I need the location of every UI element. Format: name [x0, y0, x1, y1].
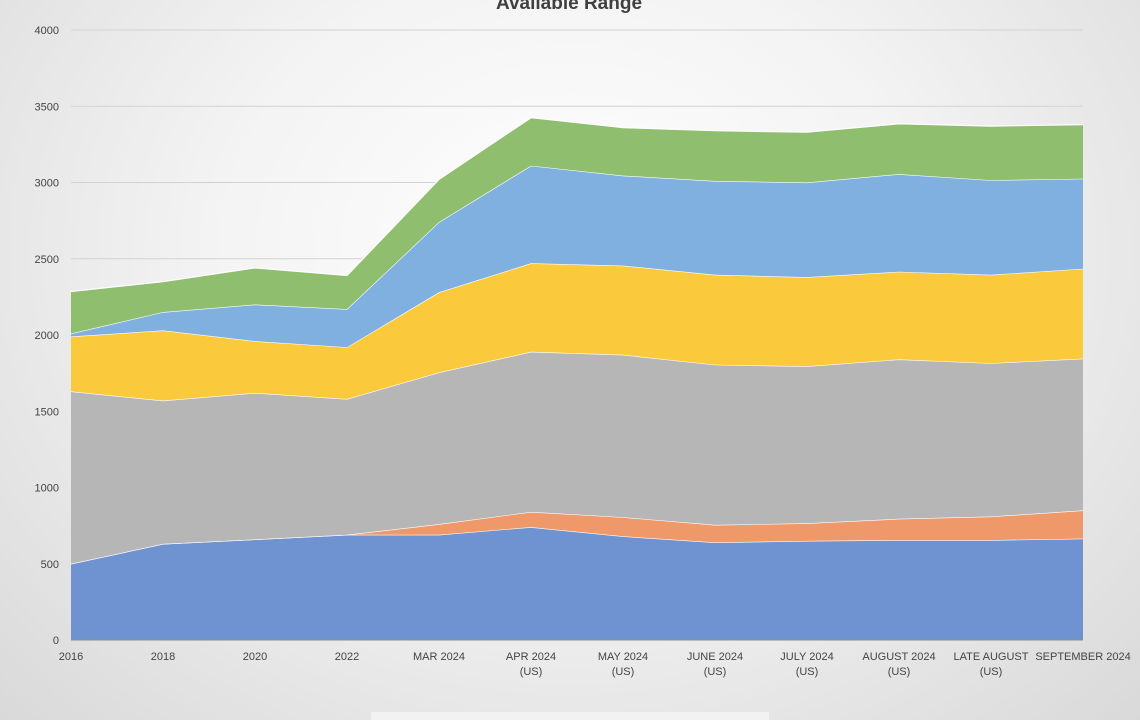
plot-areas [70, 117, 1084, 640]
area-series-green [71, 117, 1083, 334]
series-boundary-line [70, 117, 1084, 293]
x-tick-label: 2018 [151, 651, 175, 663]
y-tick-label: 0 [53, 635, 59, 647]
x-tick-label: LATE AUGUST (US) [954, 651, 1029, 678]
x-tick-label: MAY 2024 (US) [598, 651, 648, 678]
x-tick-label: 2020 [243, 651, 267, 663]
area-series-orange [71, 510, 1083, 564]
y-tick-label: 2000 [35, 330, 59, 342]
y-tick-label: 3500 [35, 101, 59, 113]
x-tick-label: MAR 2024 [413, 651, 465, 663]
series-boundary-line [70, 262, 1084, 348]
axes: 2016 2018 2020 2022 MAR 2024 APR 2024 (US) MAY … [59, 639, 1131, 678]
x-tick-label: JUNE 2024 (US) [687, 651, 743, 678]
y-tick-label: 500 [41, 559, 59, 571]
chart-title: Available Range [496, 0, 642, 14]
x-tick-label: SEPTEMBER 2024 [1035, 651, 1130, 663]
x-tick-label: JULY 2024 (US) [780, 651, 833, 678]
y-tick-label: 1000 [35, 483, 59, 495]
y-tick-label: 4000 [35, 25, 59, 37]
area-series-light-blue [71, 165, 1083, 348]
x-tick-label: 2022 [335, 651, 359, 663]
area-series-gray [71, 351, 1083, 564]
y-tick-label: 3000 [35, 178, 59, 190]
area-series-blue [71, 527, 1083, 640]
x-tick-label: APR 2024 (US) [506, 651, 556, 678]
bottom-bar [371, 712, 769, 720]
x-tick-label: AUGUST 2024 (US) [862, 651, 935, 678]
area-series-yellow [71, 263, 1083, 401]
x-tick-label: 2016 [59, 651, 83, 663]
y-tick-label: 2500 [35, 254, 59, 266]
y-tick-label: 1500 [35, 406, 59, 418]
